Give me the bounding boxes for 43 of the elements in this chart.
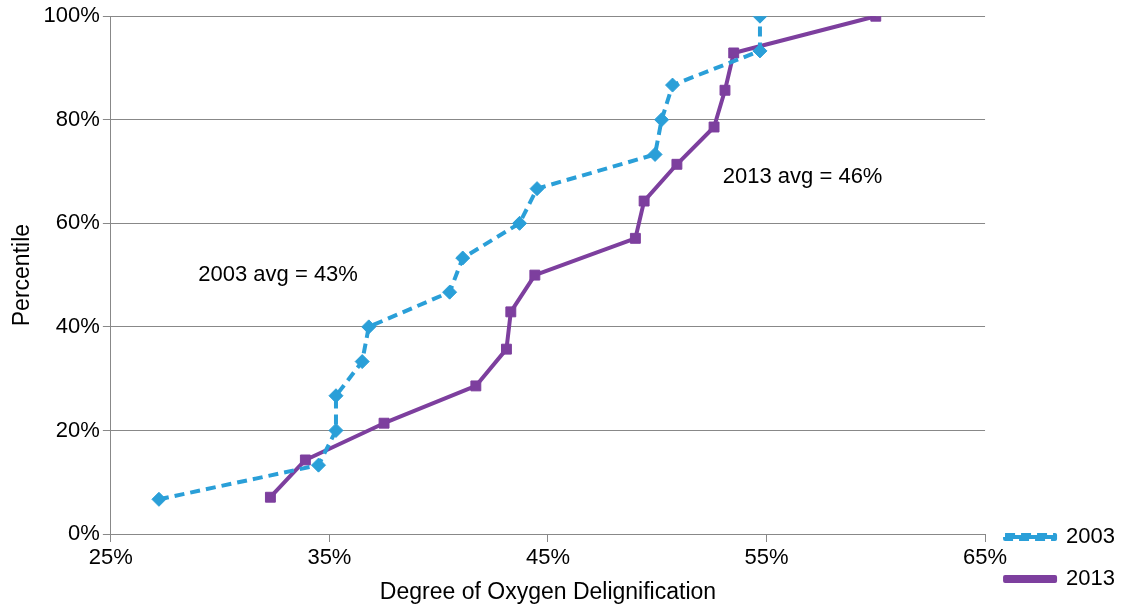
x-tick-label: 35%	[307, 544, 352, 570]
point	[728, 47, 740, 59]
y-tick-label: 80%	[55, 105, 100, 131]
point	[378, 417, 390, 429]
point	[354, 354, 370, 370]
x-tick-label: 65%	[963, 544, 1008, 570]
point	[151, 491, 167, 507]
point	[719, 84, 731, 96]
point	[442, 284, 458, 300]
x-tick-label: 45%	[525, 544, 570, 570]
y-tick-label: 100%	[43, 2, 100, 28]
point	[529, 269, 541, 281]
y-axis-title: Percentile	[8, 223, 35, 327]
point	[470, 380, 482, 392]
x-tick-label: 25%	[88, 544, 133, 570]
y-tick-label: 40%	[55, 312, 100, 338]
y-tick-label: 60%	[55, 209, 100, 235]
y-tick-label: 0%	[68, 520, 100, 546]
point	[654, 112, 670, 128]
point	[455, 250, 471, 266]
x-axis-title: Degree of Oxygen Delignification	[379, 577, 717, 604]
point	[752, 43, 768, 59]
legend-label: 2013	[1066, 565, 1116, 591]
point	[328, 422, 344, 438]
x-tick-label: 55%	[744, 544, 789, 570]
point	[671, 158, 683, 170]
y-tick-label: 20%	[55, 416, 100, 442]
point	[500, 343, 512, 355]
point	[529, 181, 545, 197]
point	[638, 195, 650, 207]
point	[505, 306, 517, 318]
point	[708, 121, 720, 133]
point	[665, 77, 681, 93]
point	[629, 232, 641, 244]
point	[647, 146, 663, 162]
point	[512, 215, 528, 231]
point	[361, 319, 377, 335]
point	[299, 454, 311, 466]
annotation: 2003 avg = 43%	[198, 261, 358, 287]
legend-label: 2003	[1066, 523, 1116, 549]
point	[264, 491, 276, 503]
point	[310, 457, 326, 473]
annotation: 2013 avg = 46%	[722, 162, 883, 188]
